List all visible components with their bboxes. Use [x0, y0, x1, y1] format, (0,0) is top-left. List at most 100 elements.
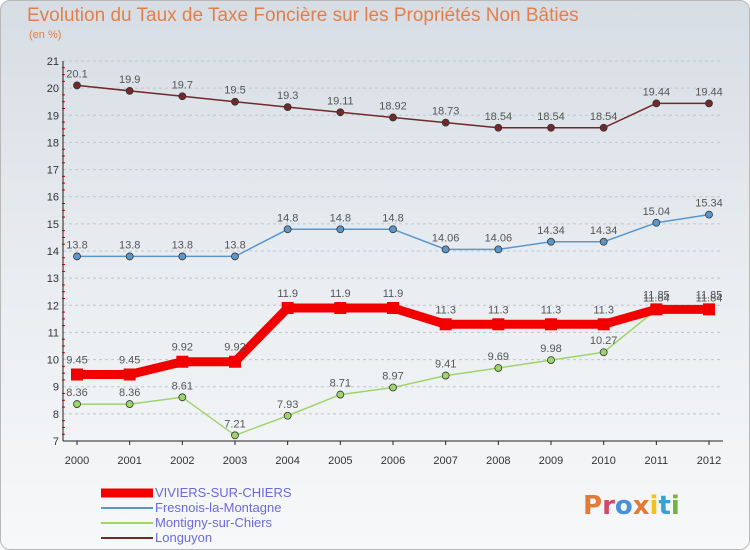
x-tick-label: 2001: [117, 455, 141, 467]
data-label: 18.92: [379, 100, 407, 112]
data-point: [439, 318, 452, 331]
legend-label: Montigny-sur-Chiers: [155, 515, 273, 530]
data-label: 10.27: [590, 335, 618, 347]
data-label: 13.8: [119, 239, 140, 251]
x-tick-label: 2009: [539, 455, 563, 467]
y-tick-label: 7: [53, 436, 59, 448]
data-point: [176, 355, 189, 368]
data-point: [597, 318, 610, 331]
data-point: [123, 368, 136, 381]
x-tick-label: 2000: [65, 455, 89, 467]
series-points: [71, 81, 715, 440]
data-label: 9.98: [540, 343, 561, 355]
data-label: 11.3: [593, 304, 614, 316]
y-tick-label: 9: [53, 382, 59, 394]
data-label: 15.04: [643, 206, 671, 218]
data-label: 9.45: [119, 355, 140, 367]
data-label: 19.7: [172, 79, 193, 91]
legend-swatch: [101, 521, 153, 524]
data-point: [599, 348, 608, 357]
data-label: 14.8: [330, 212, 351, 224]
data-label: 11.9: [330, 288, 351, 300]
data-label: 19.44: [643, 86, 671, 98]
x-tick-label: 2010: [591, 455, 615, 467]
data-point: [705, 210, 713, 219]
data-label: 14.8: [382, 212, 403, 224]
data-point: [178, 92, 187, 101]
data-label: 19.5: [224, 85, 245, 97]
legend-swatch: [101, 488, 153, 497]
data-point: [71, 368, 83, 381]
data-point: [389, 225, 397, 234]
data-label: 18.54: [537, 111, 565, 123]
data-label: 11.3: [541, 304, 562, 316]
data-point: [125, 252, 134, 261]
data-point: [336, 108, 345, 117]
axes: [62, 61, 723, 445]
chart-subtitle: (en %): [29, 29, 62, 41]
data-point: [73, 252, 81, 261]
data-label: 11.9: [277, 288, 298, 300]
data-point: [652, 218, 661, 227]
x-tick-label: 2008: [486, 455, 510, 467]
data-label: 11.84: [696, 293, 723, 305]
y-tick-label: 19: [47, 110, 59, 122]
data-label: 7.93: [277, 399, 298, 411]
data-point: [334, 302, 347, 314]
data-label: 8.97: [382, 371, 403, 383]
data-point: [599, 237, 608, 246]
y-tick-label: 11: [48, 327, 59, 339]
x-tick-label: 2006: [381, 455, 405, 467]
data-point: [125, 400, 134, 408]
data-label: 18.54: [485, 111, 513, 123]
data-label: 11.85: [696, 289, 723, 301]
y-tick-label: 8: [53, 409, 59, 421]
data-point: [178, 252, 187, 261]
chart-title: Evolution du Taux de Taxe Foncière sur l…: [27, 5, 579, 26]
data-point: [73, 400, 81, 408]
x-tick-label: 2003: [223, 455, 247, 467]
data-point: [283, 225, 292, 234]
data-label: 14.06: [432, 232, 460, 244]
data-point: [494, 364, 503, 372]
data-point: [545, 318, 557, 331]
legend-label: VIVIERS-SUR-CHIERS: [155, 485, 292, 500]
data-label: 8.61: [172, 380, 193, 392]
data-point: [650, 303, 663, 316]
data-point: [231, 431, 239, 440]
data-point: [389, 113, 397, 122]
legend-swatch: [101, 506, 153, 509]
x-tick-label: 2005: [328, 455, 352, 467]
data-label: 20.1: [66, 68, 87, 80]
proxiti-logo: Proxiti: [583, 491, 680, 521]
data-point: [547, 356, 555, 365]
data-label: 9.92: [172, 342, 193, 354]
data-point: [389, 383, 397, 392]
data-label: 11.3: [488, 304, 509, 316]
data-label: 11.3: [435, 304, 456, 316]
data-label: 18.54: [590, 111, 618, 123]
x-tick-label: 2002: [170, 455, 194, 467]
data-label: 11.84: [643, 293, 670, 305]
data-label: 14.34: [537, 225, 565, 237]
data-label: 11.9: [383, 288, 404, 300]
data-point: [705, 99, 713, 108]
data-label: 9.41: [435, 359, 456, 371]
data-label: 18.73: [432, 106, 460, 118]
x-tick-label: 2012: [697, 455, 721, 467]
y-tick-label: 21: [47, 56, 59, 68]
data-point: [281, 302, 294, 314]
data-point: [599, 123, 608, 132]
data-point: [441, 371, 450, 380]
data-point: [231, 97, 239, 106]
data-label: 8.36: [119, 387, 140, 399]
data-label: 7.21: [224, 418, 245, 430]
y-tick-label: 16: [47, 192, 59, 204]
data-point: [283, 411, 292, 420]
data-label: 19.9: [119, 74, 140, 86]
y-tick-label: 18: [47, 137, 59, 149]
data-label: 9.69: [488, 351, 509, 363]
data-label: 14.34: [590, 225, 618, 237]
data-label: 19.11: [327, 95, 354, 107]
data-point: [229, 355, 241, 368]
